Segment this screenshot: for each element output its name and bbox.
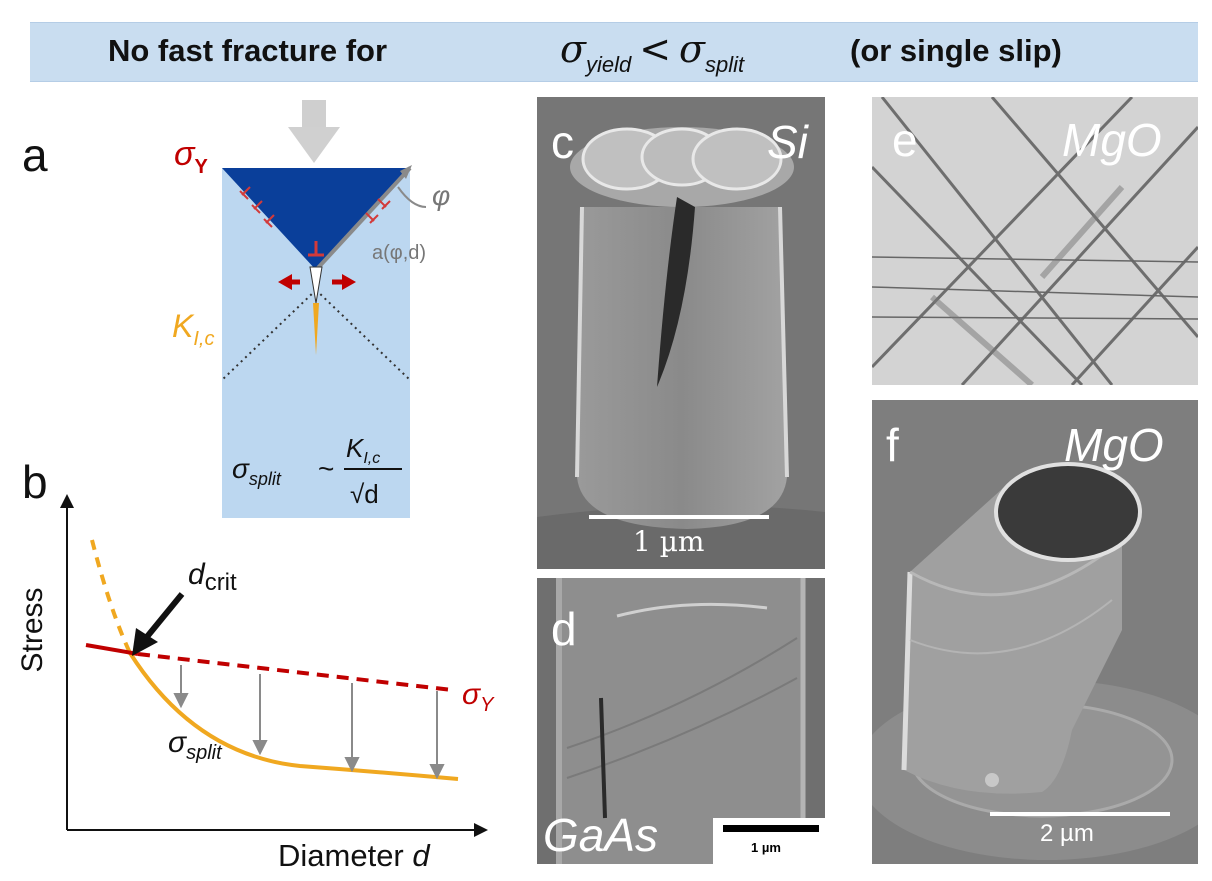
yield-line-solid xyxy=(85,643,139,656)
dcrit-arrowhead-icon xyxy=(132,628,158,656)
split-curve-dashed xyxy=(90,539,132,654)
sigma-y-curve-label: σY xyxy=(462,678,495,716)
panel-f-letter: f xyxy=(886,419,899,471)
sub-yield: yield xyxy=(585,52,632,77)
panel-a-schematic: σY φ a(φ,d) KI,c σsplit ~ KI,c √d xyxy=(172,100,450,518)
banner-left-text: No fast fracture for xyxy=(108,33,388,68)
panel-e-material: MgO xyxy=(1062,114,1162,166)
dcrit-label: dcrit xyxy=(188,558,237,596)
k-ic-label: KI,c xyxy=(172,308,214,350)
panel-d-letter: d xyxy=(551,603,577,655)
sigma-split-curve-label: σsplit xyxy=(168,726,223,764)
panel-d-scale-label: 1 µm xyxy=(751,840,781,855)
stress-arrows xyxy=(173,665,445,780)
panel-c-sem-image: c Si 1 µm xyxy=(537,97,825,569)
split-curve xyxy=(128,651,459,781)
a-phi-d-label: a(φ,d) xyxy=(372,242,426,264)
phi-label: φ xyxy=(432,180,450,211)
less-than: < xyxy=(639,27,672,71)
sigma-yield: σ xyxy=(560,27,586,71)
indenter xyxy=(222,168,410,270)
x-axis-arrow-icon xyxy=(474,823,488,837)
dotted-line-right xyxy=(315,289,411,381)
panel-e-letter: e xyxy=(892,114,918,166)
panel-d-material: GaAs xyxy=(543,809,659,861)
panel-d-sem-image: d GaAs 1 µm xyxy=(537,578,825,864)
banner-right-text: (or single slip) xyxy=(850,33,1062,68)
banner-inequality: σyield < σsplit xyxy=(560,27,744,78)
yield-line-dashed xyxy=(137,652,453,692)
load-arrow-icon xyxy=(288,100,340,163)
svg-text:KI,c: KI,c xyxy=(346,433,380,467)
dislocations-right xyxy=(365,198,391,224)
dislocation-center xyxy=(308,241,324,257)
dotted-line-left xyxy=(221,289,317,381)
opening-arrowhead-right-icon xyxy=(342,274,356,290)
crack xyxy=(309,266,323,304)
gaas-pillar-sem xyxy=(537,578,825,864)
dislocations-left xyxy=(239,186,275,228)
panel-f-scale-label: 2 µm xyxy=(1040,820,1094,847)
y-axis-arrow-icon xyxy=(60,494,74,508)
mgo-slip-lines xyxy=(872,97,1198,385)
panel-b-plot: Stress Diameter d dcrit σY σsplit xyxy=(16,494,495,873)
dcrit-arrow-icon xyxy=(143,592,185,640)
panel-c-material: Si xyxy=(767,116,808,168)
sub-split: split xyxy=(705,52,745,77)
panel-a-letter: a xyxy=(22,129,48,181)
svg-text:√d: √d xyxy=(350,479,379,509)
svg-text:σsplit: σsplit xyxy=(232,453,282,489)
panel-b-letter: b xyxy=(22,456,48,508)
slip-edge xyxy=(314,166,412,272)
si-pillar-sem xyxy=(537,97,825,569)
panel-c-scale-label: 1 µm xyxy=(633,525,705,558)
panel-c-letter: c xyxy=(551,116,574,168)
edge-arrowhead-icon xyxy=(400,165,412,179)
y-axis-label: Stress xyxy=(16,587,49,672)
title-banner: No fast fracture for σyield < σsplit (or s… xyxy=(30,22,1198,82)
svg-text:~: ~ xyxy=(318,453,334,484)
crack-tip xyxy=(313,303,319,355)
mgo-pillar-sem xyxy=(872,400,1198,864)
sigma-y-label: σY xyxy=(174,135,209,178)
phi-arc xyxy=(397,186,427,208)
sigma-split: σ xyxy=(679,27,705,71)
opening-arrowhead-left-icon xyxy=(278,274,292,290)
panel-f-sem-image: f MgO 2 µm xyxy=(872,400,1198,864)
split-stress-formula: σsplit ~ KI,c √d xyxy=(232,433,402,509)
x-axis-label: Diameter d xyxy=(278,838,431,873)
panel-e-sem-image: e MgO xyxy=(872,97,1198,385)
panel-f-material: MgO xyxy=(1064,419,1164,471)
